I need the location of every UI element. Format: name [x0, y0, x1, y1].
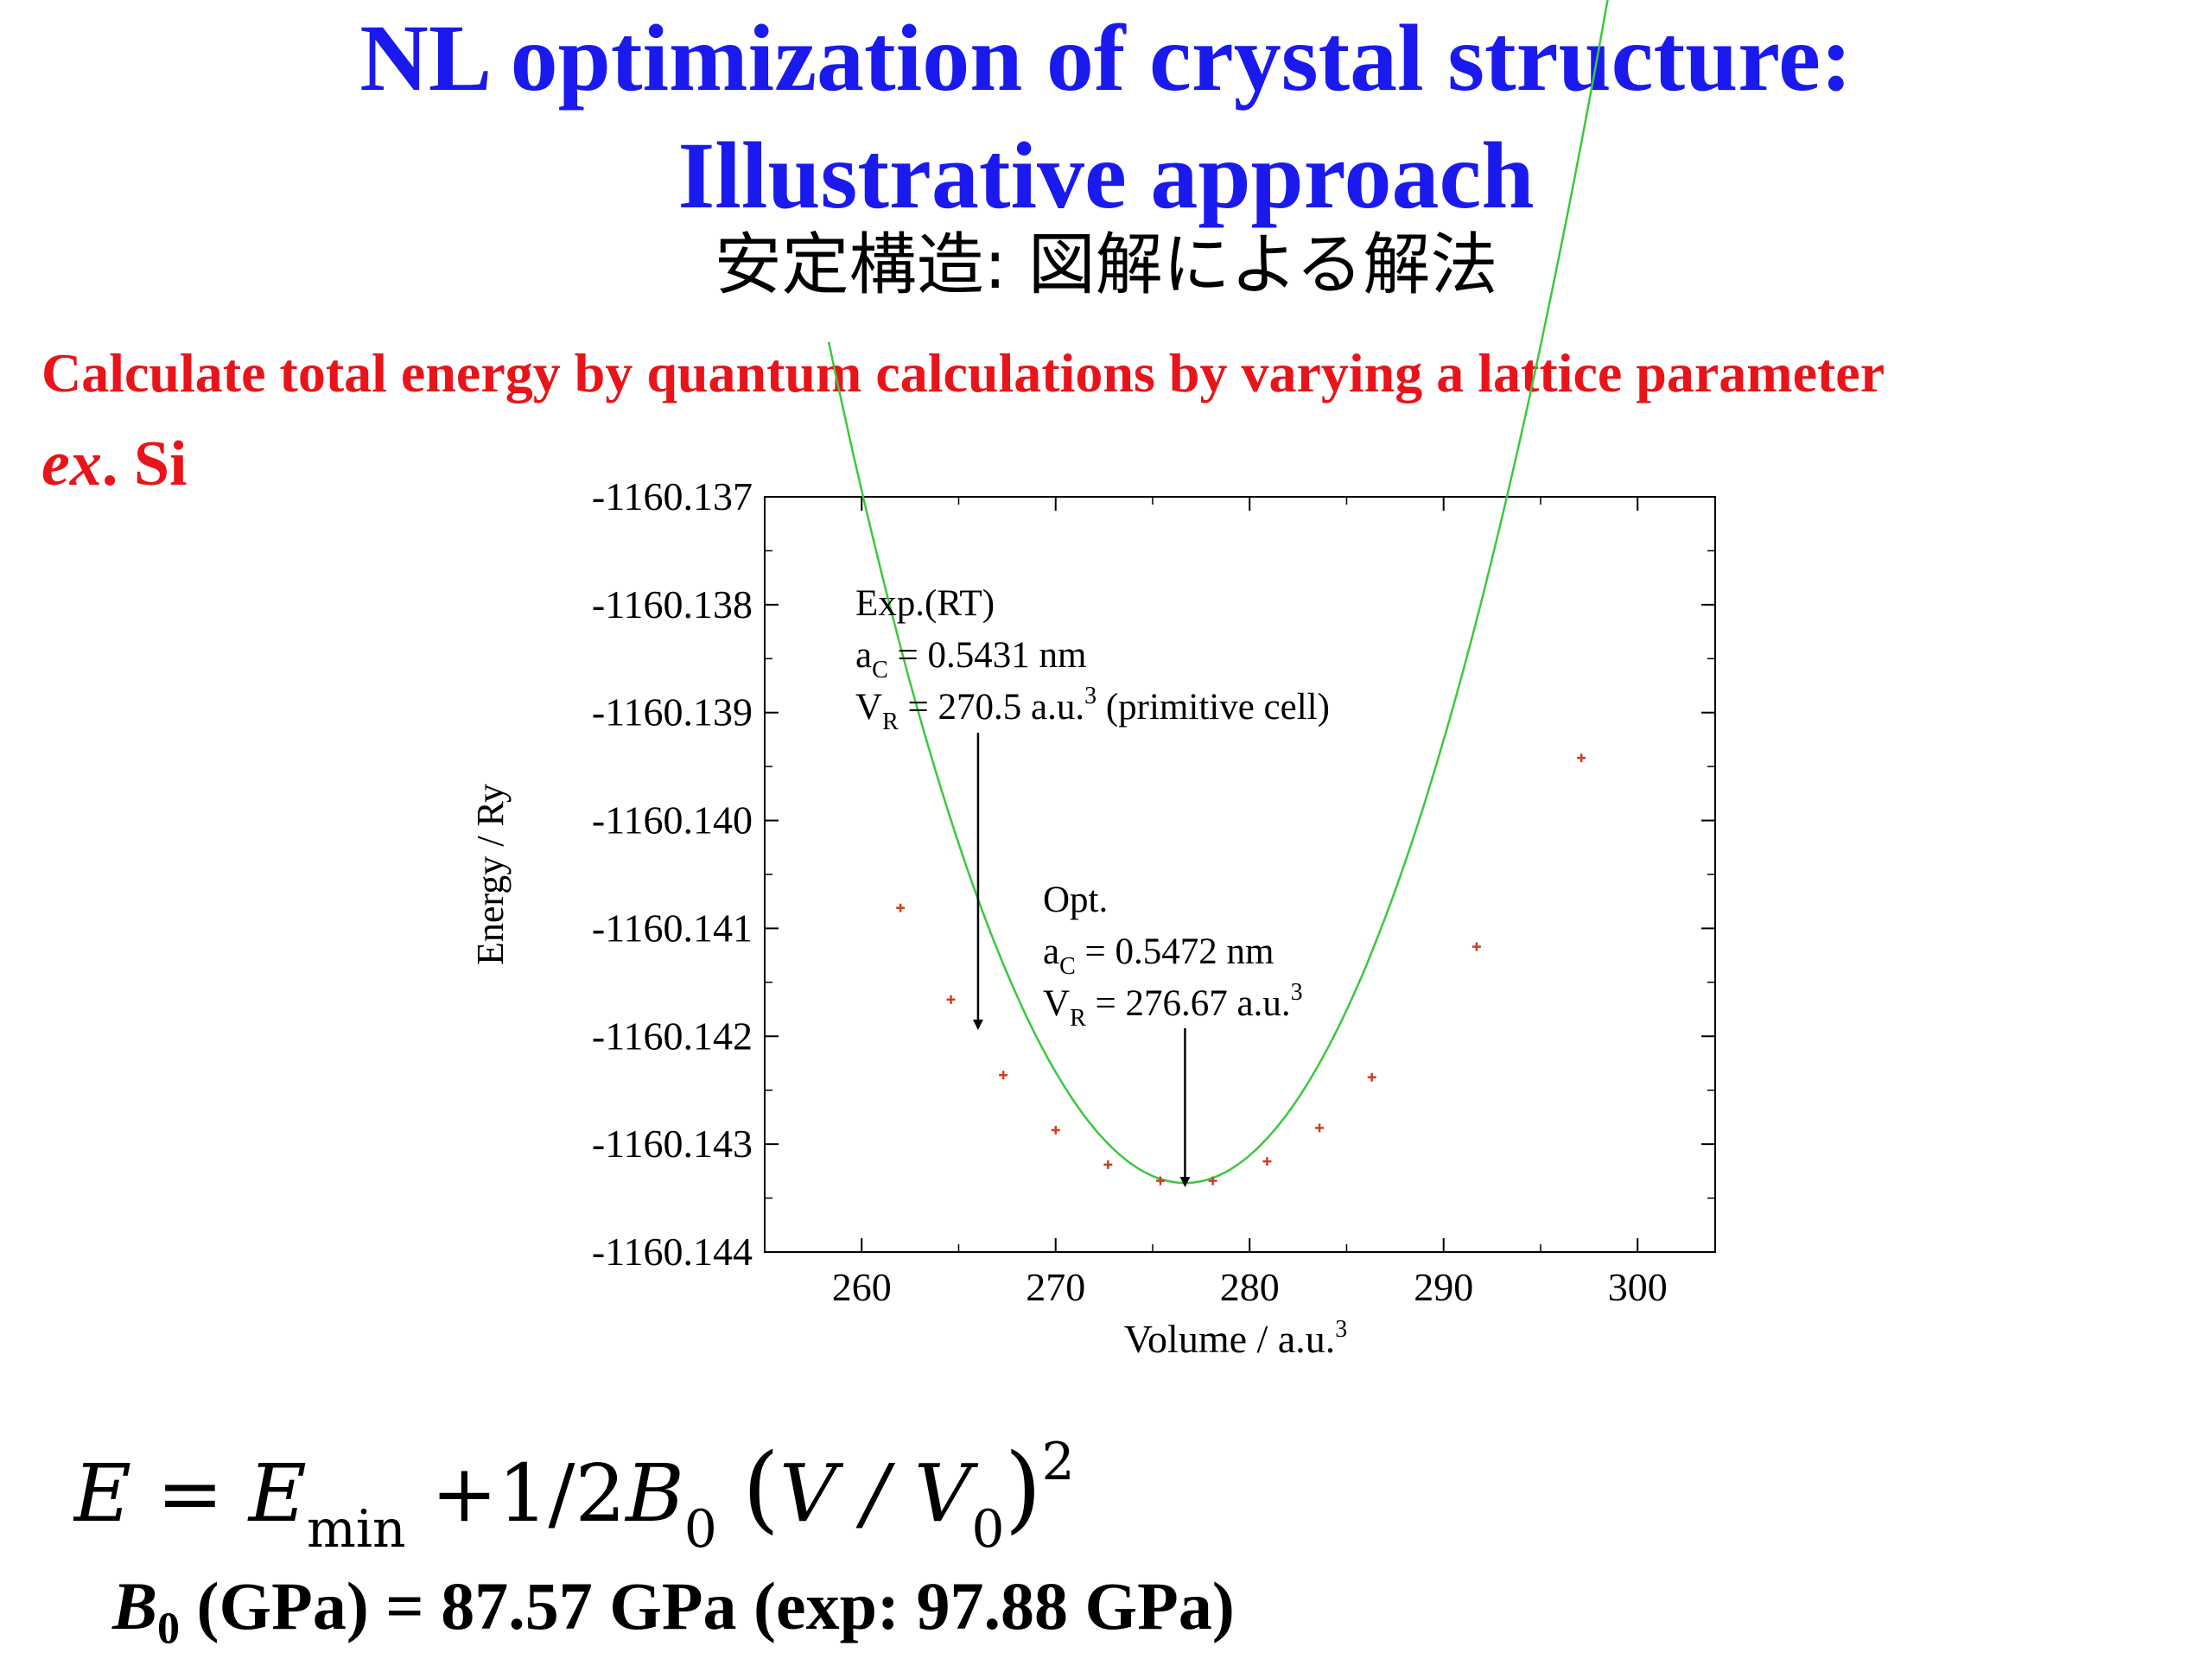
formula-lhs: E: [73, 1447, 131, 1540]
energy-formula: E = Emin +1/2B0 (V / V0)2: [73, 1432, 1075, 1566]
data-point: [999, 1071, 1008, 1080]
y-tick-label: -1160.138: [592, 582, 753, 626]
x-tick-label: 280: [1220, 1265, 1280, 1309]
energy-volume-chart: -1160.137 -1160.138 -1160.139 -1160.140 -116…: [469, 0, 1716, 1361]
y-tick-label: -1160.137: [592, 474, 753, 518]
example-prefix: ex: [41, 429, 102, 499]
slide-title-line-2: Illustrative approach: [677, 123, 1535, 228]
data-point: [1208, 1176, 1217, 1185]
data-point: [946, 995, 956, 1004]
formula-plus-half: +1/2: [431, 1447, 626, 1540]
example-material: . Si: [101, 429, 188, 499]
x-tick-label: 300: [1608, 1265, 1668, 1309]
formula-equals: =: [156, 1447, 223, 1540]
formula-b: B: [624, 1447, 684, 1540]
slide-subtitle-japanese: 安定構造: 図解による解法: [714, 226, 1498, 304]
intro-text: Calculate total energy by quantum calcul…: [41, 342, 1885, 404]
y-tick-labels: -1160.137 -1160.138 -1160.139 -1160.140 -116…: [592, 474, 753, 1274]
axis-ticks: [764, 496, 1715, 1253]
data-point: [1051, 1125, 1060, 1135]
data-point: [1262, 1157, 1272, 1166]
y-tick-label: -1160.143: [592, 1122, 753, 1166]
formula-paren-close: ): [1005, 1433, 1042, 1543]
y-tick-label: -1160.139: [592, 690, 753, 734]
data-point: [1315, 1123, 1325, 1133]
annotation-line: VR = 276.67 a.u.3: [1043, 979, 1303, 1032]
formula-e: E: [247, 1447, 307, 1540]
data-point: [1577, 753, 1586, 763]
data-points: [896, 753, 1586, 1185]
annotation-line: aC = 0.5431 nm: [855, 635, 1086, 683]
x-tick-labels: 260 270 280 290 300: [832, 1265, 1668, 1309]
annotation-line: Opt.: [1043, 880, 1108, 920]
example-label: ex. Si: [41, 432, 188, 496]
formula-v: V / V: [779, 1447, 979, 1540]
bulk-modulus-text: (GPa) = 87.57 GPa (exp: 97.88 GPa): [180, 1568, 1235, 1643]
formula-v-sub: 0: [971, 1499, 1004, 1560]
x-axis-label-main: Volume / a.u.: [1124, 1317, 1335, 1361]
formula-power: 2: [1042, 1432, 1075, 1492]
y-tick-label: -1160.141: [592, 906, 753, 950]
bulk-modulus-symbol: B: [112, 1568, 158, 1643]
annotation-line: VR = 270.5 a.u.3 (primitive cell): [855, 683, 1330, 735]
x-axis-label-sup: 3: [1335, 1316, 1347, 1343]
formula-paren-open: (: [742, 1433, 779, 1543]
formula-b-sub: 0: [684, 1499, 717, 1560]
data-point: [1367, 1072, 1376, 1082]
x-tick-label: 260: [832, 1265, 892, 1309]
y-tick-label: -1160.144: [592, 1230, 753, 1274]
y-axis-label: Energy / Ry: [469, 784, 512, 965]
y-tick-label: -1160.142: [592, 1014, 753, 1058]
data-point: [1471, 942, 1481, 951]
fit-curve: [827, 0, 1609, 1185]
y-tick-label: -1160.140: [592, 798, 753, 842]
annotation-line: aC = 0.5472 nm: [1043, 931, 1274, 980]
data-point: [1103, 1160, 1113, 1169]
x-axis-label: Volume / a.u.3: [1124, 1316, 1347, 1361]
data-point: [896, 903, 906, 912]
data-point: [1155, 1176, 1165, 1185]
x-tick-label: 270: [1026, 1265, 1085, 1309]
annotation-line: Exp.(RT): [855, 583, 995, 624]
x-tick-label: 290: [1414, 1265, 1473, 1309]
formula-e-sub: min: [307, 1499, 406, 1560]
svg-text:E = Emin +1/2B0: E = Emin +1/2B0 (V / V0)2: [73, 1432, 1075, 1566]
bulk-modulus-sub: 0: [157, 1604, 181, 1654]
bulk-modulus-result: B0 (GPa) = 87.57 GPa (exp: 97.88 GPa): [112, 1573, 1235, 1652]
